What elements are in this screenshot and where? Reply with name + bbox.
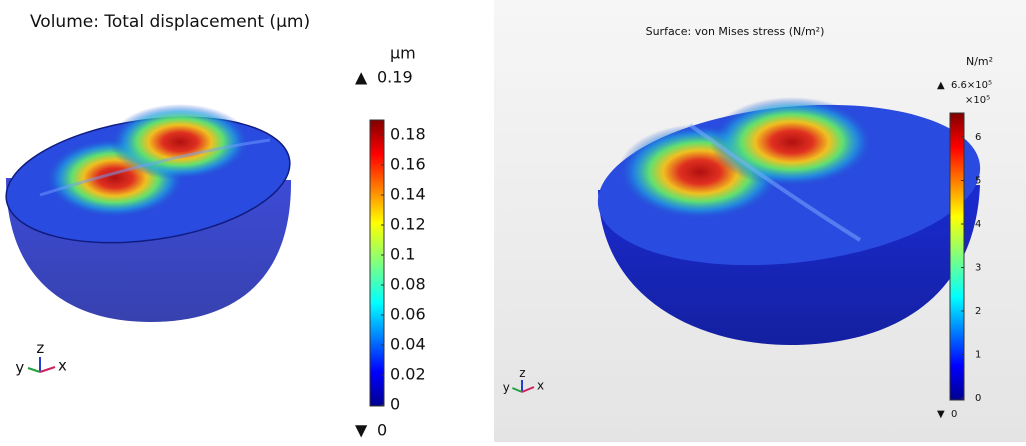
panel-title: Surface: von Mises stress (N/m²) — [646, 25, 825, 38]
colorbar-tick-label: 0.1 — [390, 245, 415, 264]
colorbar-tick-label: 5 — [975, 176, 981, 187]
colorbar-tick-label: 0.12 — [390, 215, 426, 234]
axis-label: x — [58, 357, 67, 375]
panel-title: Volume: Total displacement (µm) — [30, 12, 310, 32]
axis-arrow — [512, 387, 523, 393]
multiplier: ×10⁵ — [965, 95, 990, 106]
axis-label: x — [537, 379, 544, 393]
axis-arrow — [521, 386, 535, 393]
unit-label: µm — [390, 44, 416, 63]
axis-label: y — [15, 359, 24, 377]
min-marker: ▼ — [355, 421, 368, 440]
colorbar-tick-label: 0.18 — [390, 125, 426, 144]
colorbar-tick-label: 2 — [975, 306, 981, 317]
stress-model — [597, 97, 981, 345]
colorbar — [949, 112, 965, 401]
axis-arrow — [39, 366, 56, 373]
colorbar-tick-label: 0.06 — [390, 305, 426, 324]
colorbar-tick-label: 0.04 — [390, 335, 426, 354]
colorbar-tick-label: 4 — [975, 219, 981, 230]
colorbar-tick-label: 0 — [975, 393, 981, 404]
min-label: 0 — [377, 421, 387, 440]
max-label: 0.19 — [377, 68, 413, 87]
colorbar-tick-label: 0.14 — [390, 185, 426, 204]
colorbar-tick-label: 0.02 — [390, 365, 426, 384]
colorbar-tick-label: 6 — [975, 132, 981, 143]
colorbar-tick-label: 3 — [975, 263, 981, 274]
max-marker: ▲ — [355, 68, 368, 87]
min-label: 0 — [951, 409, 957, 420]
unit-label: N/m² — [966, 55, 993, 68]
axis-arrow — [27, 367, 41, 373]
max-marker: ▲ — [937, 80, 945, 91]
axis-label: z — [36, 339, 44, 357]
colorbar-tick-label: 0 — [390, 395, 400, 414]
axis-label: z — [519, 366, 525, 380]
min-marker: ▼ — [937, 409, 945, 420]
colorbar-tick-label: 1 — [975, 350, 981, 361]
axis-label: y — [503, 381, 510, 395]
colorbar-tick-label: 0.16 — [390, 155, 426, 174]
max-label: 6.6×10⁵ — [951, 80, 992, 91]
colorbar — [369, 119, 385, 407]
displacement-model — [5, 104, 292, 322]
colorbar-tick-label: 0.08 — [390, 275, 426, 294]
